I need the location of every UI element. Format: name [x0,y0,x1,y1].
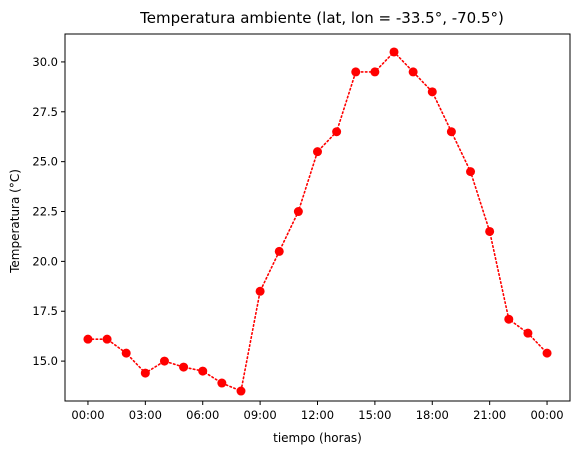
y-tick-label: 25.0 [32,155,58,169]
data-point [332,127,342,137]
x-tick-label: 00:00 [71,408,104,422]
x-tick-label: 12:00 [301,408,334,422]
data-point [446,127,456,137]
data-point [274,246,284,256]
data-point [542,348,552,358]
y-tick-label: 22.5 [32,205,58,219]
y-axis-label: Temperatura (°C) [8,169,22,274]
data-point [427,87,437,97]
data-point [485,226,495,236]
y-tick-label: 17.5 [32,304,58,318]
data-point [159,356,169,366]
x-tick-label: 06:00 [186,408,219,422]
data-point [523,328,533,338]
data-point [236,386,246,396]
data-point [83,334,93,344]
data-point [255,286,265,296]
series-line [87,50,548,393]
data-point [504,314,514,324]
data-point [179,362,189,372]
data-point [140,368,150,378]
chart-title: Temperatura ambiente (lat, lon = -33.5°,… [139,9,504,27]
x-axis-label: tiempo (horas) [273,431,362,445]
x-tick-label: 00:00 [530,408,563,422]
data-point [217,378,227,388]
y-tick-label: 27.5 [32,105,58,119]
x-tick-label: 21:00 [473,408,506,422]
x-tick-label: 09:00 [244,408,277,422]
data-point [121,348,131,358]
data-point [351,67,361,77]
data-point [389,47,399,57]
data-point [102,334,112,344]
plot-frame [64,33,571,402]
y-tick-label: 15.0 [32,354,58,368]
y-tick-label: 30.0 [32,55,58,69]
data-point [198,366,208,376]
data-point [466,167,476,177]
x-tick-label: 18:00 [416,408,449,422]
data-point [370,67,380,77]
data-point [293,207,303,217]
data-point [408,67,418,77]
data-point [313,147,322,157]
plot-area: 00:00 03:00 06:00 09:00 12:00 15:00 18:00 21:00… [32,33,571,422]
x-tick-label: 03:00 [129,408,162,422]
x-tick-label: 15:00 [358,408,391,422]
y-tick-label: 20.0 [32,254,58,268]
